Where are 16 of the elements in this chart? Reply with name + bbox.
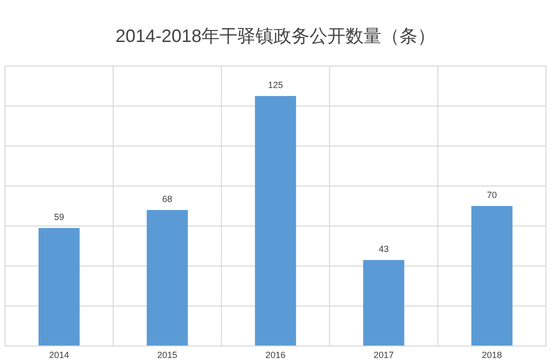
x-tick-label: 2016 xyxy=(265,350,286,360)
data-label: 68 xyxy=(162,194,172,204)
bar xyxy=(363,260,404,346)
data-label: 43 xyxy=(378,244,389,254)
data-label: 59 xyxy=(54,212,64,222)
bar xyxy=(471,206,512,346)
data-label: 70 xyxy=(486,190,497,200)
x-tick-label: 2017 xyxy=(374,350,394,360)
chart-title: 2014-2018年干驿镇政务公开数量（条） xyxy=(115,26,436,46)
x-tick-label: 2015 xyxy=(157,350,178,360)
x-tick-label: 2014 xyxy=(49,350,70,360)
bar xyxy=(254,96,296,346)
bar xyxy=(146,210,188,346)
x-tick-label: 2018 xyxy=(482,350,502,360)
bar xyxy=(38,228,80,346)
data-label: 125 xyxy=(268,80,284,90)
